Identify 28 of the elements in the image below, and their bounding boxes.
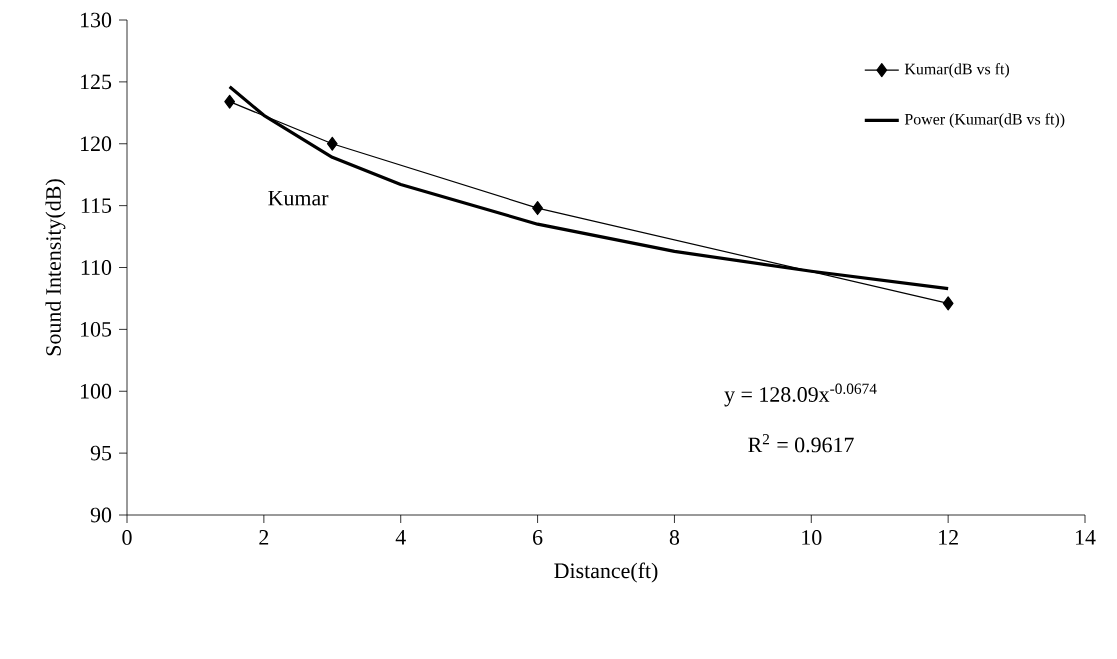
x-tick-label: 10 — [802, 530, 822, 545]
y-tick-label: 120 — [81, 136, 112, 152]
y-tick-label: 125 — [81, 74, 112, 90]
point — [532, 201, 543, 216]
x-tick-label: 2 — [259, 530, 269, 545]
point — [326, 136, 338, 151]
x-tick-label: 14 — [1075, 530, 1096, 545]
x-tick-label: 12 — [939, 530, 958, 545]
x-tick-label: 4 — [395, 530, 406, 545]
y-tick-label: 95 — [90, 445, 112, 461]
annotation: y = 128.09x$^{-0.0674}$ — [724, 383, 877, 407]
x-tick-label: 0 — [122, 530, 132, 545]
y-tick-label: 105 — [81, 321, 112, 337]
annotation: Kumar — [268, 190, 329, 206]
annotation: R$^{2}$ = 0.9617 — [748, 434, 854, 453]
x-tick-label: 8 — [669, 530, 680, 545]
point — [942, 296, 954, 311]
legend-label: Power (Kumar(dB vs ft)) — [904, 113, 1065, 128]
y-axis-title: Sound Intensity(dB) — [45, 179, 66, 356]
y-tick-label: 110 — [81, 260, 112, 275]
point — [224, 94, 236, 109]
y-tick-label: 130 — [81, 12, 112, 28]
y-tick-label: 115 — [81, 198, 112, 213]
y-tick-label: 100 — [81, 383, 112, 399]
x-tick-label: 6 — [533, 530, 543, 545]
legend-label: Kumar(dB vs ft) — [904, 63, 1010, 78]
x-axis-title: Distance(ft) — [554, 562, 658, 583]
y-tick-label: 90 — [90, 507, 112, 523]
